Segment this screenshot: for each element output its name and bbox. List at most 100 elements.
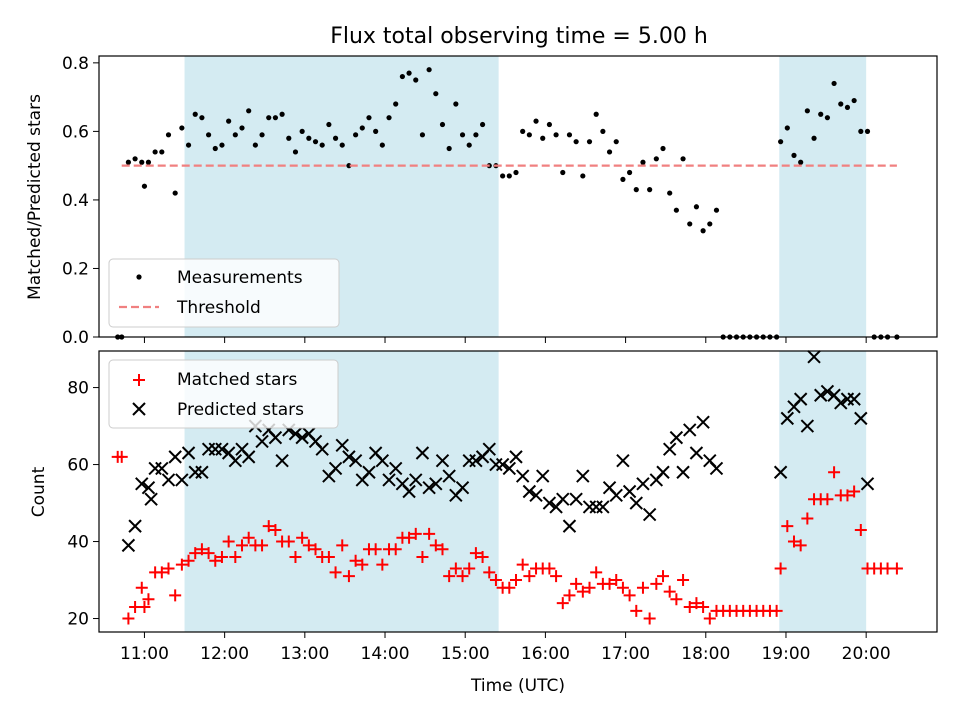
measurement-point <box>439 121 446 128</box>
matched-stars-point <box>242 531 255 544</box>
matched-stars-point <box>570 577 583 590</box>
legend-threshold-label: Threshold <box>176 298 261 318</box>
observing-interval-band <box>779 56 867 337</box>
matched-stars-point <box>550 570 563 583</box>
matched-stars-point <box>222 535 235 548</box>
measurement-point <box>299 128 305 134</box>
matched-stars-point <box>269 523 282 536</box>
matched-stars-point <box>623 589 636 602</box>
predicted-stars-point <box>409 473 423 487</box>
predicted-stars-point <box>683 423 697 437</box>
matched-stars-point <box>677 574 690 587</box>
measurement-point <box>798 159 804 165</box>
predicted-stars-point <box>562 519 577 533</box>
matched-stars-point <box>583 581 596 594</box>
x-tick-label: 20:00 <box>842 644 891 664</box>
measurement-point <box>312 139 319 145</box>
y-tick-label: 20 <box>67 610 89 630</box>
measurement-point <box>446 145 452 152</box>
matched-stars-point <box>115 450 128 463</box>
measurement-point <box>266 115 272 121</box>
measurement-point <box>172 190 178 196</box>
matched-stars-point <box>854 523 867 536</box>
top-axes-frame <box>98 55 938 338</box>
legend-measurements-label: Measurements <box>177 268 303 288</box>
predicted-stars-point <box>622 484 637 499</box>
measurement-point <box>540 135 546 141</box>
x-tick-label: 19:00 <box>761 644 810 664</box>
matched-stars-point <box>503 581 516 594</box>
x-ticks <box>143 337 867 343</box>
predicted-stars-point <box>181 446 196 460</box>
y-ticks: 20 40 60 80 <box>67 379 99 630</box>
matched-stars-point <box>256 539 269 552</box>
measurement-point <box>620 176 626 182</box>
matched-stars-point <box>603 577 616 590</box>
x-tick-label: 13:00 <box>280 644 329 664</box>
predicted-stars-point <box>642 507 657 522</box>
measurement-point <box>713 207 720 213</box>
matched-stars-point <box>509 574 522 587</box>
measurement-point <box>219 142 225 148</box>
matched-stars-point <box>657 570 670 583</box>
top-y-axis-label: Matched/Predicted stars <box>25 94 45 300</box>
measurement-point <box>851 97 857 104</box>
y-tick-label: 0.2 <box>62 259 89 279</box>
predicted-stars-point <box>402 484 416 499</box>
measurement-point <box>473 132 479 138</box>
matched-stars-point <box>801 512 814 525</box>
matched-stars-point <box>794 539 807 552</box>
predicted-stars-point <box>195 465 209 479</box>
predicted-stars-point <box>616 453 630 468</box>
measurement-point <box>533 118 539 124</box>
matched-stars-point <box>155 566 168 579</box>
predicted-stars-point <box>135 477 149 491</box>
measurement-point <box>844 104 851 111</box>
matched-stars-point <box>189 547 202 560</box>
matched-stars-point <box>770 604 783 617</box>
predicted-stars-point <box>495 457 510 472</box>
measurement-point <box>252 142 258 148</box>
matched-stars-point <box>781 520 794 533</box>
matched-stars-point <box>322 550 335 563</box>
measurement-point <box>513 169 519 176</box>
measurement-point <box>239 125 245 131</box>
measurement-point <box>326 121 332 128</box>
ratio-panel: 0.00.20.40.60.8 Matched/Predicted stars … <box>25 54 938 348</box>
matched-stars-point <box>209 554 222 567</box>
predicted-stars-point <box>807 350 821 364</box>
measurement-point <box>125 159 132 165</box>
matched-stars-point <box>556 597 569 610</box>
matched-stars-point <box>376 558 389 571</box>
matched-stars-point <box>342 570 355 583</box>
count-series <box>111 350 903 625</box>
measurement-point <box>700 228 706 234</box>
measurement-point <box>546 121 553 128</box>
predicted-stars-point <box>509 450 523 464</box>
predicted-stars-point <box>335 438 349 453</box>
matched-stars-point <box>697 600 710 613</box>
measurement-point <box>864 128 871 134</box>
predicted-stars-point <box>442 469 456 483</box>
measurement-point <box>306 135 312 141</box>
measurement-point <box>366 115 372 121</box>
predicted-stars-point <box>382 473 396 487</box>
matched-stars-point <box>787 535 800 548</box>
matched-stars-point <box>821 493 834 506</box>
matched-stars-point <box>828 466 841 479</box>
predicted-stars-point <box>455 480 470 495</box>
matched-stars-point <box>369 543 382 556</box>
measurement-point <box>687 221 693 227</box>
matched-stars-point <box>296 531 309 544</box>
measurement-point <box>406 70 412 76</box>
measurement-point <box>353 132 359 138</box>
predicted-stars-point <box>288 427 303 441</box>
matched-stars-point <box>516 558 529 571</box>
predicted-stars-point <box>121 538 136 553</box>
measurement-point <box>393 101 399 107</box>
matched-stars-point <box>643 612 656 625</box>
measurement-point <box>185 142 192 148</box>
y-tick-label: 40 <box>67 533 89 553</box>
matched-stars-point <box>423 527 436 540</box>
